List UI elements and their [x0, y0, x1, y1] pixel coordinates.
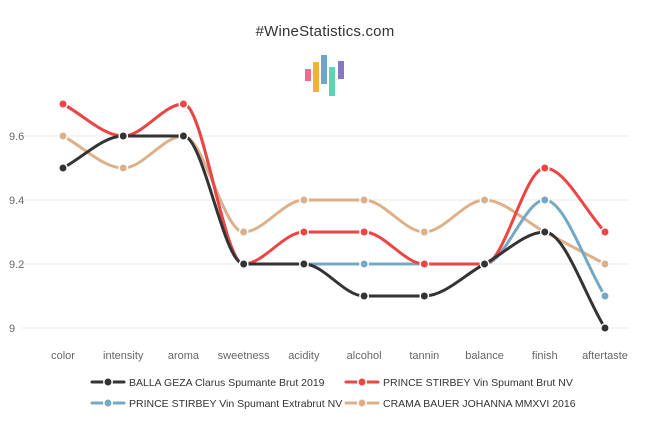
x-tick-label: acidity	[288, 350, 320, 362]
data-point[interactable]	[359, 195, 370, 205]
data-point[interactable]	[419, 259, 430, 269]
legend-label: BALLA GEZA Clarus Spumante Brut 2019	[129, 377, 325, 389]
series-0	[58, 131, 610, 333]
data-point[interactable]	[298, 227, 309, 237]
data-point[interactable]	[600, 259, 610, 269]
data-point[interactable]	[539, 195, 550, 205]
site-title: #WineStatistics.com	[256, 23, 395, 40]
logo-bar	[321, 55, 327, 84]
y-axis: 9 9.2 9.4 9.6	[9, 131, 24, 335]
x-tick-label: finish	[532, 350, 558, 362]
logo-bar	[305, 69, 311, 81]
y-tick-label: 9.4	[9, 195, 24, 207]
legend-marker	[357, 377, 367, 387]
logo-bar	[329, 67, 335, 96]
legend-label: PRINCE STIRBEY Vin Spumant Extrabrut NV	[129, 398, 342, 410]
series-group	[58, 99, 610, 333]
data-point[interactable]	[479, 195, 490, 205]
data-point[interactable]	[118, 163, 129, 173]
logo-bars-icon	[305, 55, 344, 96]
data-point[interactable]	[600, 323, 610, 333]
data-point[interactable]	[539, 227, 550, 237]
legend[interactable]: BALLA GEZA Clarus Spumante Brut 2019 PRIN…	[90, 377, 576, 410]
data-point[interactable]	[178, 99, 189, 109]
data-point[interactable]	[419, 291, 430, 301]
x-tick-label: sweetness	[218, 350, 270, 362]
y-tick-label: 9.2	[9, 259, 24, 271]
legend-item[interactable]: PRINCE STIRBEY Vin Spumant Extrabrut NV	[90, 398, 342, 410]
data-point[interactable]	[178, 131, 189, 141]
legend-label: CRAMA BAUER JOHANNA MMXVI 2016	[383, 398, 576, 410]
data-point[interactable]	[359, 259, 370, 269]
data-point[interactable]	[359, 227, 370, 237]
series-line	[61, 134, 607, 330]
legend-item[interactable]: CRAMA BAUER JOHANNA MMXVI 2016	[344, 398, 576, 410]
data-point[interactable]	[58, 99, 68, 109]
x-tick-label: intensity	[103, 350, 144, 362]
series-line	[61, 102, 607, 266]
data-point[interactable]	[479, 259, 490, 269]
series-1	[58, 99, 610, 269]
data-point[interactable]	[58, 131, 68, 141]
data-point[interactable]	[298, 259, 309, 269]
y-tick-label: 9.6	[9, 131, 24, 143]
x-tick-label: alcohol	[347, 350, 382, 362]
data-point[interactable]	[359, 291, 370, 301]
legend-item[interactable]: BALLA GEZA Clarus Spumante Brut 2019	[90, 377, 325, 389]
data-point[interactable]	[539, 163, 550, 173]
data-point[interactable]	[118, 131, 129, 141]
data-point[interactable]	[419, 227, 430, 237]
data-point[interactable]	[238, 227, 249, 237]
legend-label: PRINCE STIRBEY Vin Spumant Brut NV	[383, 377, 573, 389]
legend-item[interactable]: PRINCE STIRBEY Vin Spumant Brut NV	[344, 377, 573, 389]
data-point[interactable]	[58, 163, 68, 173]
legend-marker	[103, 398, 113, 408]
x-tick-label: aftertaste	[582, 350, 628, 362]
series-line	[61, 134, 607, 266]
logo-bar	[313, 62, 319, 92]
legend-marker	[357, 398, 367, 408]
x-tick-label: aroma	[168, 350, 200, 362]
logo-bar	[338, 61, 344, 79]
data-point[interactable]	[238, 259, 249, 269]
legend-marker	[103, 377, 113, 387]
x-axis: color intensity aroma sweetness acidity alcoh…	[51, 350, 628, 362]
data-point[interactable]	[600, 291, 610, 301]
y-tick-label: 9	[9, 323, 15, 335]
data-point[interactable]	[298, 195, 309, 205]
x-tick-label: color	[51, 350, 75, 362]
x-tick-label: balance	[465, 350, 504, 362]
x-tick-label: tannin	[409, 350, 439, 362]
data-point[interactable]	[600, 227, 610, 237]
